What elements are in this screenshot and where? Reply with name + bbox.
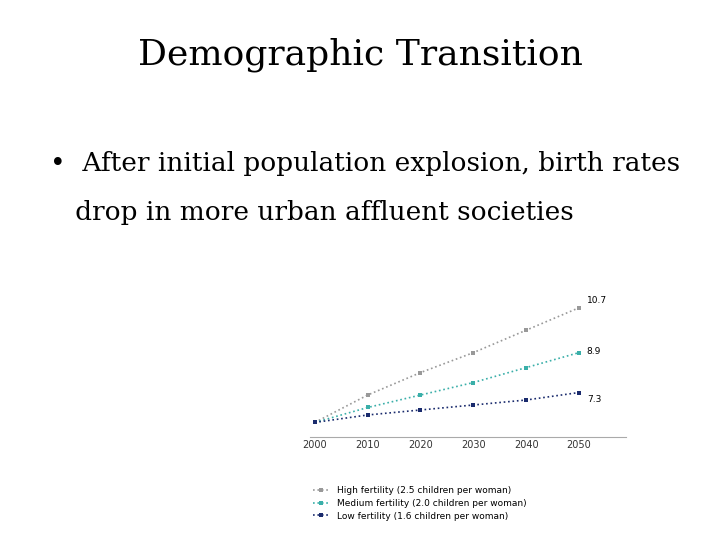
Text: 8.9: 8.9 (587, 347, 601, 356)
Text: 7.3: 7.3 (587, 395, 601, 404)
Text: Demographic Transition: Demographic Transition (138, 38, 582, 72)
Legend: High fertility (2.5 children per woman), Medium fertility (2.0 children per woma: High fertility (2.5 children per woman),… (310, 483, 530, 524)
Text: drop in more urban affluent societies: drop in more urban affluent societies (50, 200, 574, 225)
Text: •  After initial population explosion, birth rates: • After initial population explosion, bi… (50, 151, 680, 176)
Text: 10.7: 10.7 (587, 296, 607, 305)
